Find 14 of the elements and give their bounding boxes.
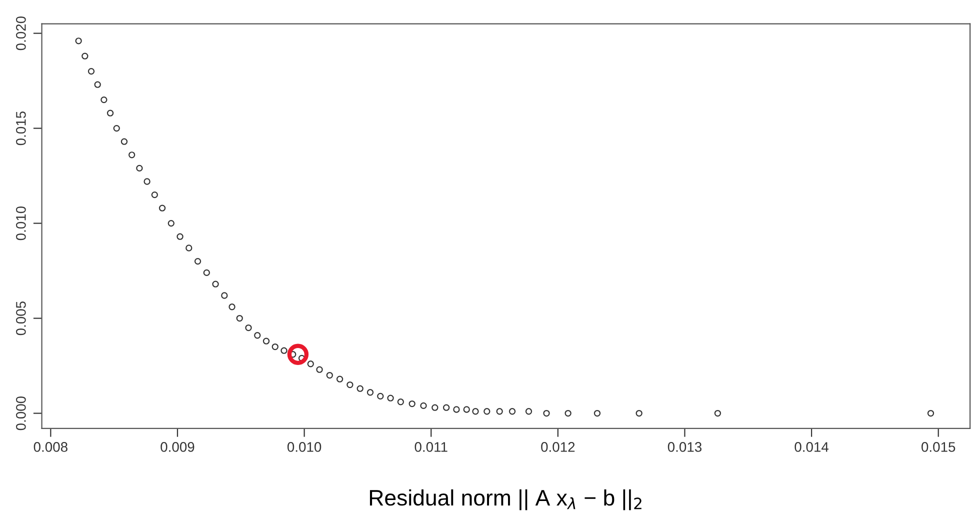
x-tick-label: 0.014 (794, 442, 829, 452)
x-tick-label: 0.013 (668, 442, 702, 452)
y-tick-label: 0.005 (16, 301, 26, 336)
y-tick-label: 0.010 (16, 206, 26, 240)
x-tick-label: 0.010 (287, 442, 322, 452)
y-tick-label: 0.020 (16, 16, 26, 50)
x-tick-label: 0.008 (34, 442, 68, 452)
x-tick-label: 0.011 (414, 442, 448, 452)
x-tick-label: 0.009 (160, 442, 194, 452)
x-axis-title: Residual norm || A x$_{λ}$ − b ||$_{2}$ (370, 489, 642, 510)
y-tick-label: 0.015 (16, 112, 26, 146)
x-tick-label: 0.012 (541, 442, 575, 452)
y-tick-label: 0.000 (16, 396, 26, 430)
x-tick-label: 0.015 (922, 442, 956, 452)
